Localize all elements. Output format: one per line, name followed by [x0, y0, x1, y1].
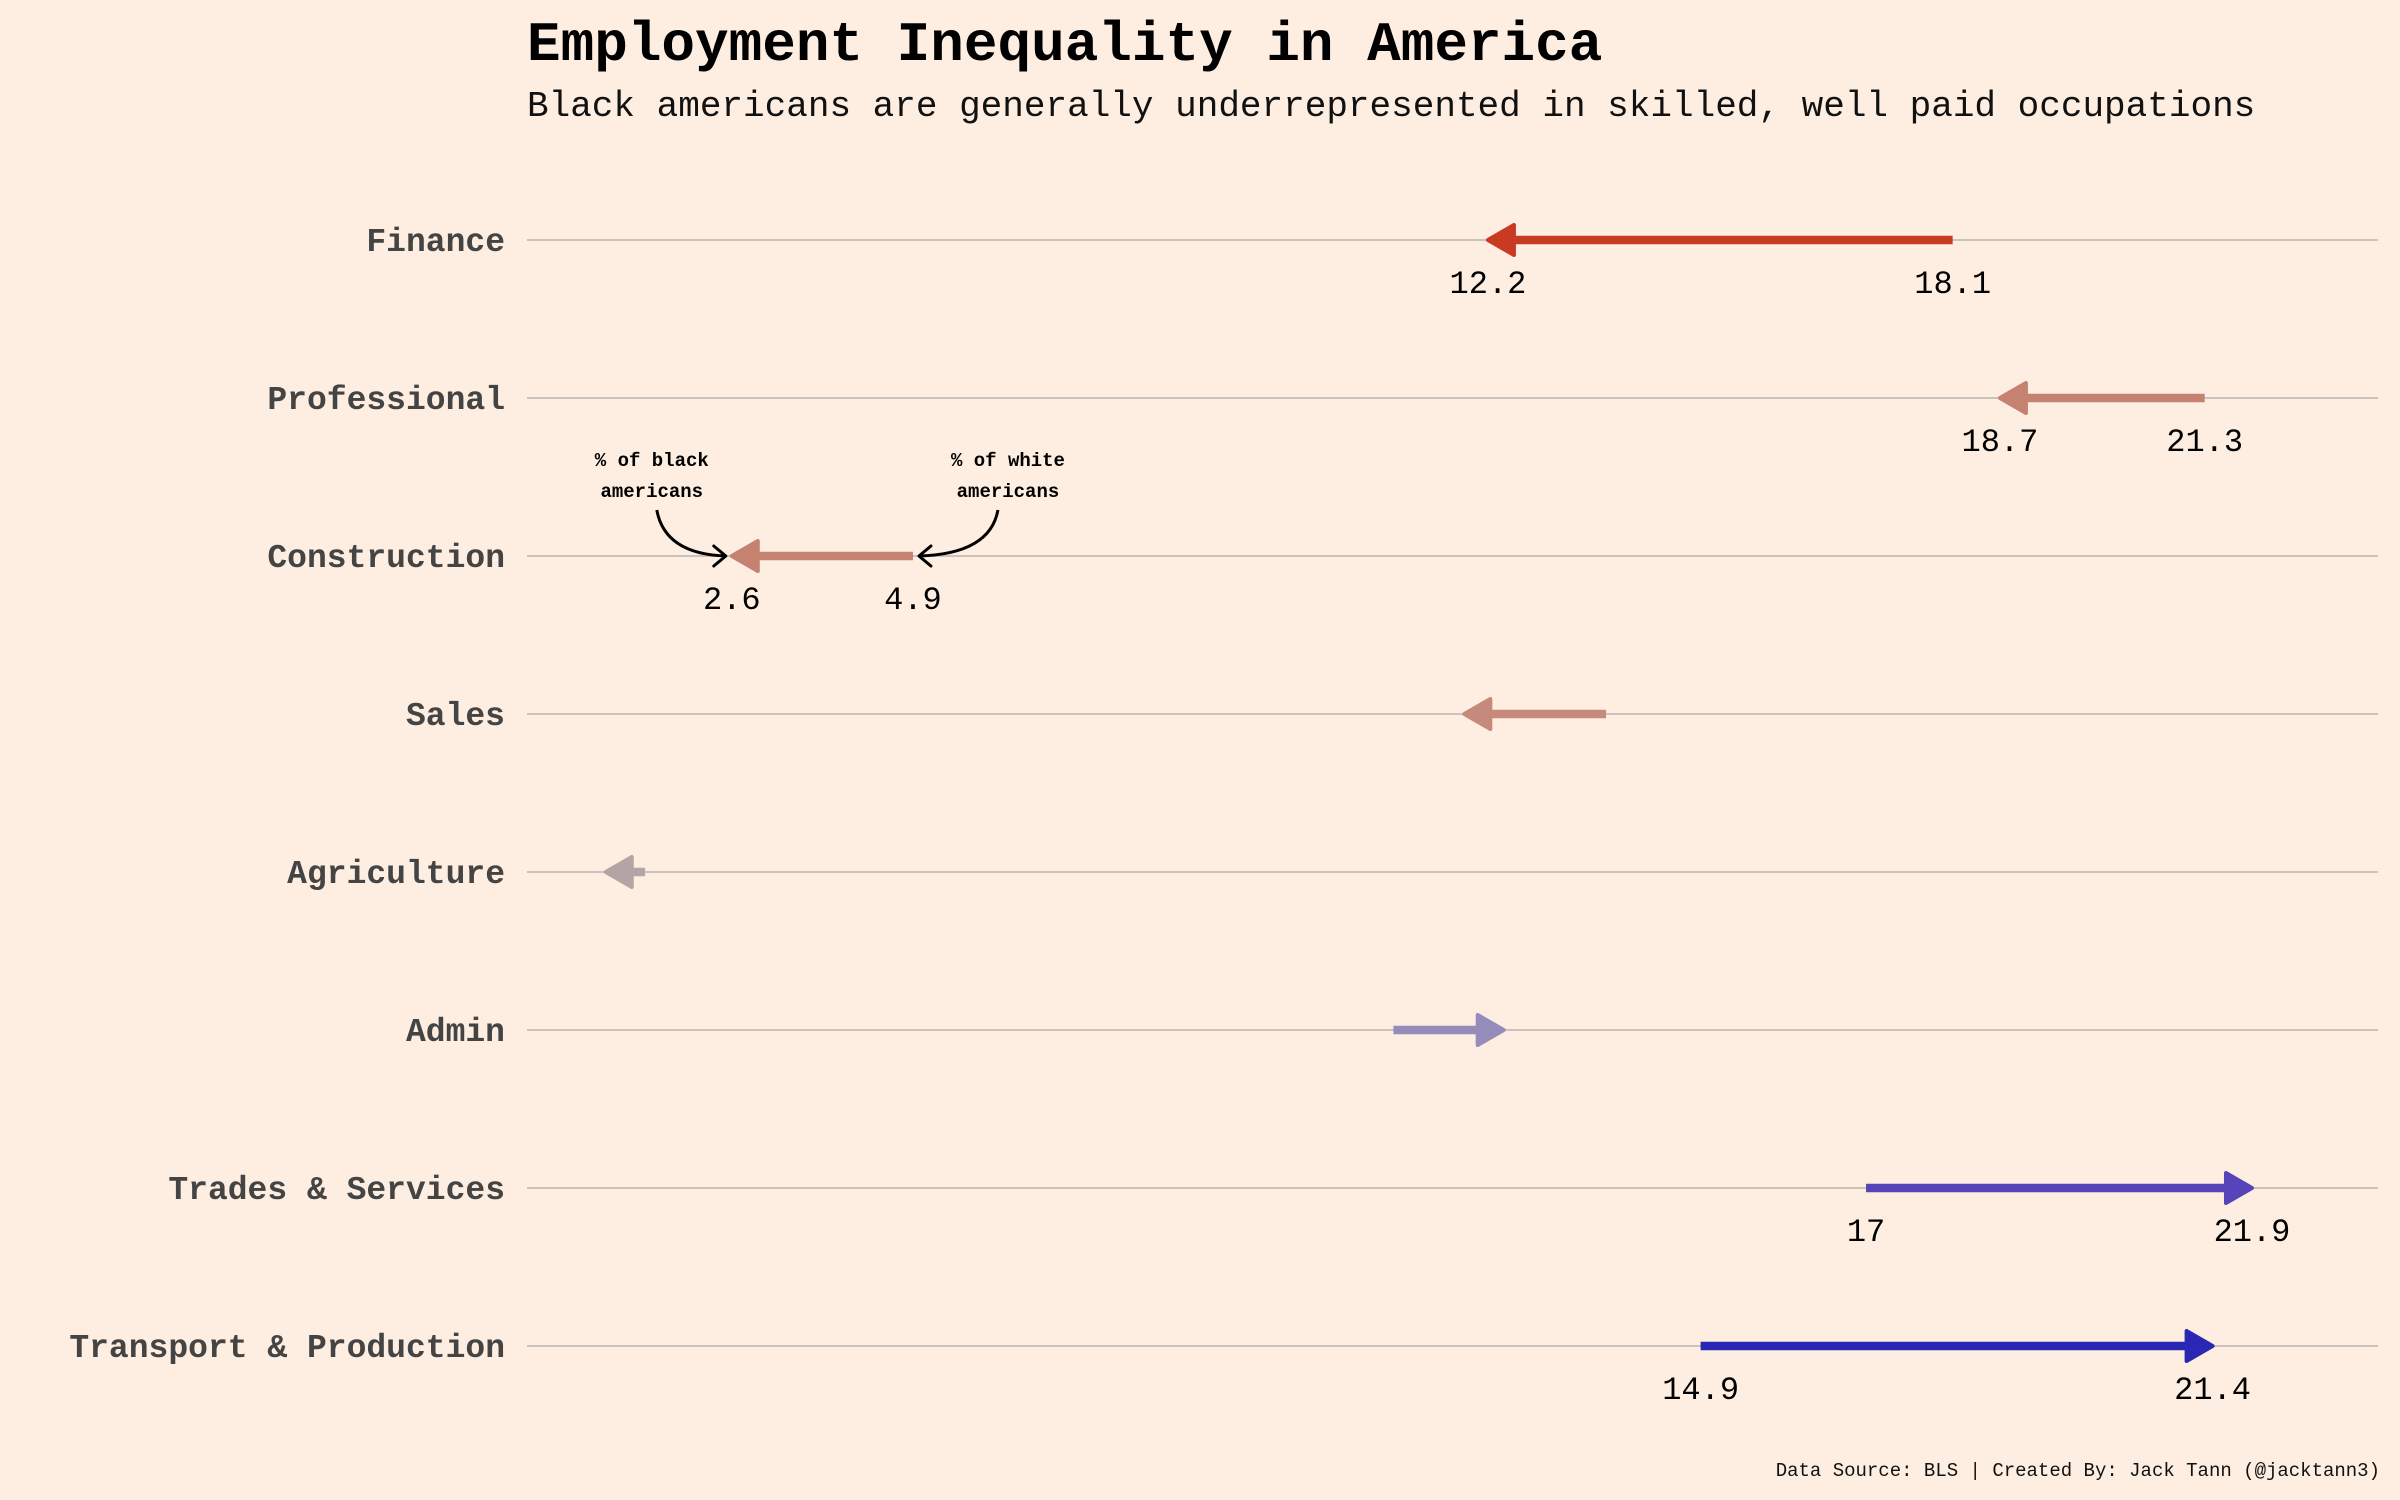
category-label-sales: Sales: [406, 698, 505, 735]
value-label-white-professional: 21.3: [2166, 424, 2243, 461]
value-label-white-transport-and-production: 14.9: [1662, 1372, 1739, 1409]
category-label-professional: Professional: [267, 382, 505, 419]
chart-caption: Data Source: BLS | Created By: Jack Tann…: [1776, 1460, 2380, 1482]
category-label-trades-and-services: Trades & Services: [168, 1172, 505, 1209]
annotation-text-line: americans: [600, 481, 703, 503]
chart-title: Employment Inequality in America: [527, 13, 1602, 77]
value-label-black-transport-and-production: 21.4: [2174, 1372, 2251, 1409]
arrow-head-finance: [1485, 223, 1516, 257]
annotation-text-line: % of black: [595, 450, 709, 472]
category-label-agriculture: Agriculture: [287, 856, 505, 893]
arrow-agriculture: [603, 855, 646, 889]
annotation-arrowhead: [712, 544, 728, 568]
arrow-finance: [1485, 223, 1953, 257]
annotation-text-line: americans: [957, 481, 1060, 503]
annotation-arrowhead: [917, 544, 933, 568]
category-label-admin: Admin: [406, 1014, 505, 1051]
annotation-curve: [918, 509, 1000, 558]
category-label-construction: Construction: [267, 540, 505, 577]
value-label-white-finance: 18.1: [1914, 266, 1991, 303]
value-label-black-trades-and-services: 21.9: [2214, 1214, 2291, 1251]
arrow-head-professional: [1997, 381, 2028, 415]
value-label-white-construction: 4.9: [884, 582, 942, 619]
chart-subtitle: Black americans are generally underrepre…: [527, 86, 2255, 127]
annotation-text-line: % of white: [951, 450, 1065, 472]
arrow-admin: [1393, 1013, 1506, 1047]
annotation-curve: [655, 509, 726, 558]
value-label-black-professional: 18.7: [1962, 424, 2039, 461]
value-label-black-construction: 2.6: [703, 582, 761, 619]
arrow-head-sales: [1462, 697, 1493, 731]
arrow-sales: [1462, 697, 1607, 731]
annotation-white-label: % of white americans: [917, 450, 1065, 568]
annotations: % of black americans % of white americans: [595, 450, 1065, 568]
value-label-white-trades-and-services: 17: [1847, 1214, 1885, 1251]
annotation-black-label: % of black americans: [595, 450, 728, 568]
arrow-transport-and-production: [1700, 1329, 2215, 1363]
arrow-marks: 18.1 12.2 21.3 18.7 4.9 2.6 17 21.9 14.9 21.4: [603, 223, 2291, 1409]
arrow-professional: [1997, 381, 2205, 415]
value-label-black-finance: 12.2: [1450, 266, 1527, 303]
category-label-transport-and-production: Transport & Production: [69, 1330, 505, 1367]
category-label-finance: Finance: [366, 224, 505, 261]
arrow-head-transport-and-production: [2184, 1329, 2215, 1363]
arrow-head-construction: [729, 539, 760, 573]
arrow-trades-and-services: [1866, 1171, 2254, 1205]
arrow-construction: [729, 539, 913, 573]
arrow-head-admin: [1475, 1013, 1506, 1047]
arrow-head-agriculture: [603, 855, 634, 889]
arrow-head-trades-and-services: [2223, 1171, 2254, 1205]
